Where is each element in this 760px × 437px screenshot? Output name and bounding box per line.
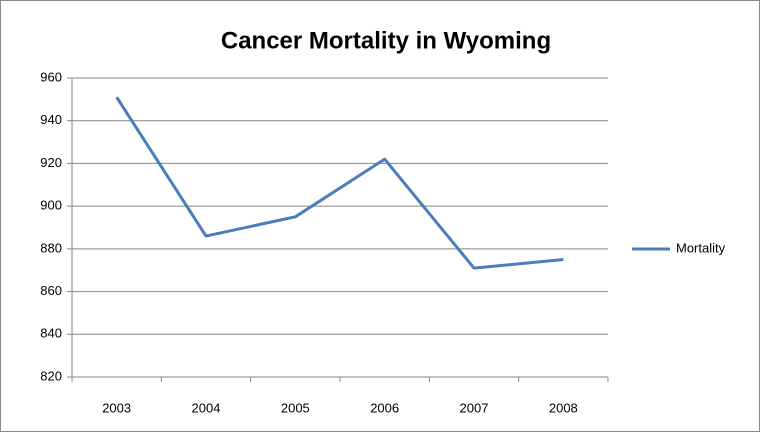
y-tick-label: 920: [40, 155, 62, 170]
x-tick-label: 2003: [102, 400, 131, 415]
y-tick-label: 960: [40, 69, 62, 84]
y-tick-label: 840: [40, 326, 62, 341]
y-tick-label: 900: [40, 198, 62, 213]
x-tick-label: 2005: [281, 400, 310, 415]
y-tick-label: 940: [40, 112, 62, 127]
y-tick-label: 880: [40, 240, 62, 255]
data-line: [115, 96, 564, 270]
y-tick-label: 860: [40, 283, 62, 298]
legend-label: Mortality: [676, 240, 726, 255]
x-tick-label: 2004: [192, 400, 221, 415]
x-tick-label: 2008: [549, 400, 578, 415]
x-tick-label: 2007: [460, 400, 489, 415]
x-tick-label: 2006: [370, 400, 399, 415]
y-tick-label: 820: [40, 368, 62, 383]
chart-title: Cancer Mortality in Wyoming: [221, 27, 551, 54]
